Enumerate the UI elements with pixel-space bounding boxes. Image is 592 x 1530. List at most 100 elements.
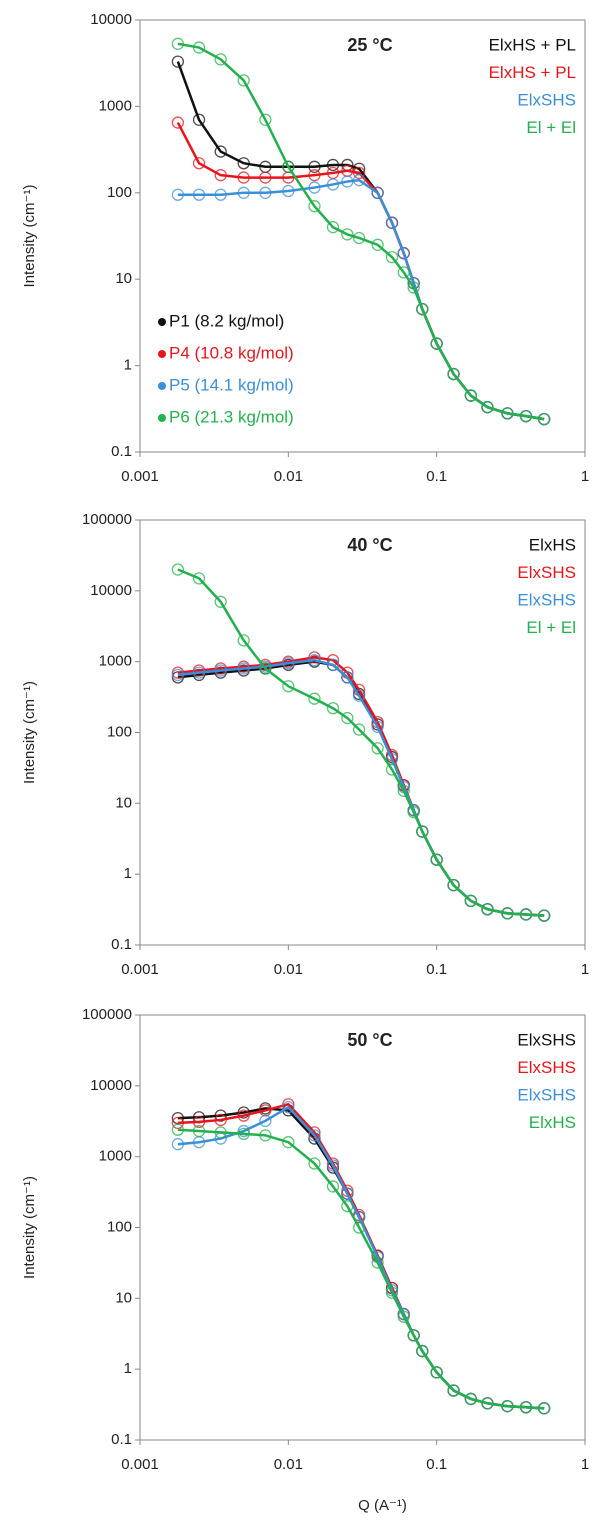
data-point — [341, 1200, 354, 1213]
y-tick-label: 100 — [107, 1218, 132, 1235]
legend-marker — [158, 414, 166, 422]
y-tick-label: 1000 — [99, 653, 132, 670]
series-label: ElxHS — [529, 1113, 576, 1132]
legend-marker — [158, 318, 166, 326]
fit-line — [177, 658, 545, 917]
series-label: ElxSHS — [517, 563, 576, 582]
y-tick-label: 0.1 — [111, 936, 132, 953]
x-tick-label: 0.001 — [121, 961, 159, 978]
y-tick-label: 100 — [107, 184, 132, 201]
series-label: ElxSHS — [517, 590, 576, 609]
series-label: ElxHS + PL — [489, 63, 576, 82]
data-point — [282, 1136, 295, 1149]
data-point — [308, 1129, 321, 1142]
x-tick-label: 0.001 — [121, 468, 159, 485]
data-point — [192, 113, 206, 126]
panel-title: 50 °C — [347, 1030, 392, 1050]
x-tick-label: 1 — [581, 468, 589, 485]
y-axis-title: Intensity (cm⁻¹) — [21, 185, 38, 288]
data-point — [341, 1187, 354, 1200]
data-point — [308, 1126, 321, 1139]
data-point — [371, 238, 384, 251]
data-point — [308, 1157, 321, 1170]
data-point — [416, 1344, 429, 1358]
data-point — [430, 853, 443, 866]
y-axis-title: Intensity (cm⁻¹) — [21, 681, 38, 784]
data-point — [308, 692, 321, 705]
data-point — [385, 216, 399, 229]
y-tick-label: 0.1 — [111, 443, 132, 460]
fit-line — [177, 1102, 545, 1410]
data-point — [430, 337, 443, 350]
data-point — [464, 894, 477, 908]
data-point — [282, 1098, 295, 1111]
data-point — [430, 1366, 443, 1379]
data-point — [464, 1392, 477, 1406]
fit-line — [177, 1128, 545, 1410]
y-tick-label: 10 — [115, 270, 132, 287]
data-point — [447, 1384, 460, 1397]
y-tick-label: 1 — [124, 357, 132, 374]
y-tick-label: 10000 — [90, 1077, 132, 1094]
data-point — [481, 401, 494, 414]
data-point — [397, 1310, 410, 1323]
y-tick-label: 10 — [115, 794, 132, 811]
data-point — [371, 186, 384, 199]
series-label: El + El — [526, 118, 576, 137]
data-point — [214, 595, 227, 608]
data-point — [352, 723, 366, 736]
fit-line — [177, 1105, 545, 1410]
x-tick-label: 0.01 — [274, 1456, 303, 1473]
data-point — [326, 702, 340, 715]
data-point — [385, 763, 399, 776]
data-point — [464, 389, 477, 402]
data-point — [385, 1286, 399, 1299]
x-tick-label: 0.01 — [274, 961, 303, 978]
data-point — [385, 250, 399, 264]
y-tick-label: 10000 — [90, 11, 132, 28]
series-label: El + El — [526, 618, 576, 637]
data-point — [447, 367, 460, 381]
data-point — [371, 1256, 384, 1269]
data-point — [237, 634, 250, 647]
data-point — [192, 157, 206, 170]
data-point — [171, 55, 185, 68]
data-point — [352, 1221, 366, 1234]
y-tick-label: 1000 — [99, 97, 132, 114]
fit-line — [177, 1107, 545, 1410]
data-point — [407, 1329, 420, 1342]
data-point — [397, 784, 410, 798]
x-tick-label: 0.001 — [121, 1456, 159, 1473]
data-point — [341, 228, 354, 241]
legend-label: P4 (10.8 kg/mol) — [169, 343, 294, 362]
fit-line — [177, 42, 545, 421]
fit-line — [177, 568, 545, 917]
series-label: ElxSHS — [517, 90, 576, 109]
x-tick-label: 0.1 — [426, 468, 447, 485]
y-tick-label: 1 — [124, 1360, 132, 1377]
data-point — [397, 266, 410, 279]
data-point — [282, 1101, 295, 1114]
data-point — [326, 658, 340, 672]
data-point — [214, 145, 227, 158]
series-label: ElxSHS — [517, 1058, 576, 1077]
data-point — [259, 662, 272, 675]
series-label: ElxHS + PL — [489, 35, 576, 54]
x-tick-label: 1 — [581, 961, 589, 978]
panel-title: 40 °C — [347, 535, 392, 555]
data-point — [447, 878, 460, 892]
y-tick-label: 10000 — [90, 582, 132, 599]
x-tick-label: 0.01 — [274, 468, 303, 485]
x-tick-label: 1 — [581, 1456, 589, 1473]
data-point — [308, 200, 321, 213]
data-point — [192, 572, 206, 585]
x-tick-label: 0.1 — [426, 1456, 447, 1473]
legend-label: P5 (14.1 kg/mol) — [169, 375, 294, 394]
data-point — [259, 113, 272, 126]
data-point — [282, 160, 295, 173]
y-tick-label: 0.1 — [111, 1431, 132, 1448]
data-point — [407, 281, 420, 294]
y-tick-label: 10 — [115, 1289, 132, 1306]
